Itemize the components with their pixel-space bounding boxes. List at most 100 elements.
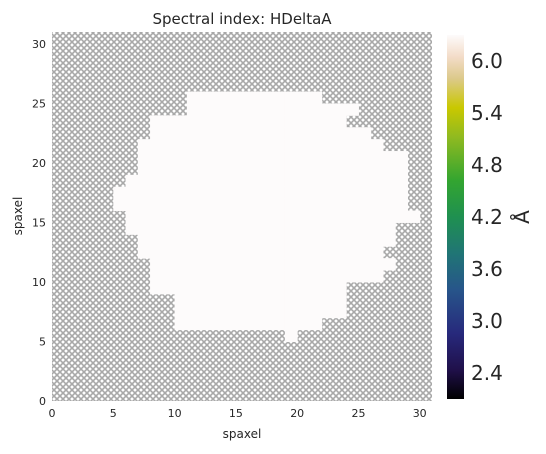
heatmap-cell <box>186 198 200 212</box>
heatmap-cell <box>199 222 212 235</box>
heatmap-cell <box>309 246 323 259</box>
heatmap-cell <box>150 151 163 164</box>
heatmap-cell <box>333 162 347 176</box>
heatmap-cell <box>248 174 261 188</box>
heatmap-cell <box>272 91 286 104</box>
heatmap-cell <box>211 139 225 152</box>
colorbar-label: Å <box>510 210 534 224</box>
heatmap-cell <box>174 139 188 152</box>
heatmap-cell <box>370 139 384 152</box>
heatmap-cell <box>248 222 261 235</box>
heatmap-cell <box>174 174 188 188</box>
heatmap-cell <box>162 139 176 152</box>
heatmap-cell <box>260 151 274 164</box>
heatmap-cell <box>223 198 237 212</box>
heatmap-cell <box>260 222 274 235</box>
heatmap-cell <box>346 222 359 235</box>
heatmap-cell <box>174 127 188 140</box>
heatmap-cell <box>358 162 372 176</box>
heatmap-cell <box>358 258 372 271</box>
heatmap-cell <box>199 139 212 152</box>
heatmap-cell <box>150 198 163 212</box>
heatmap-cell <box>297 151 310 164</box>
y-tick-label: 20 <box>32 157 46 170</box>
heatmap-cell <box>248 293 261 307</box>
heatmap-cell <box>297 258 310 271</box>
heatmap-cell <box>174 222 188 235</box>
heatmap-cell <box>284 139 298 152</box>
heatmap-cell <box>223 162 237 176</box>
heatmap-cell <box>150 127 163 140</box>
heatmap-cell <box>297 139 310 152</box>
heatmap-cell <box>235 174 249 188</box>
heatmap-cell <box>382 186 396 200</box>
heatmap-cell <box>235 139 249 152</box>
heatmap-cell <box>333 305 347 319</box>
heatmap-cell <box>186 151 200 164</box>
heatmap-cell <box>199 234 212 247</box>
heatmap-cell <box>370 270 384 283</box>
heatmap-cell <box>174 186 188 200</box>
heatmap-cell <box>199 305 212 319</box>
heatmap-cell <box>309 91 323 104</box>
heatmap-cell <box>248 91 261 104</box>
heatmap-cell <box>248 234 261 247</box>
heatmap-cell <box>199 127 212 140</box>
heatmap-cell <box>395 198 408 212</box>
heatmap-cell <box>260 91 274 104</box>
heatmap-cell <box>199 281 212 295</box>
heatmap-cell <box>186 234 200 247</box>
heatmap-cell <box>297 234 310 247</box>
heatmap-cell <box>125 174 139 188</box>
heatmap-cell <box>309 222 323 235</box>
heatmap-cell <box>162 246 176 259</box>
heatmap-cell <box>199 115 212 128</box>
colorbar-ticks: 2.4 3.0 3.6 4.2 4.8 5.4 6.0 <box>471 49 503 385</box>
heatmap-cell <box>297 281 310 295</box>
heatmap-cell <box>248 139 261 152</box>
heatmap-cell <box>235 293 249 307</box>
heatmap-cell <box>162 210 176 223</box>
heatmap-cell <box>248 270 261 283</box>
heatmap-cell <box>272 127 286 140</box>
heatmap-cell <box>174 151 188 164</box>
heatmap-cell <box>321 210 335 223</box>
heatmap-cell <box>309 186 323 200</box>
heatmap-cell <box>186 222 200 235</box>
heatmap-cell <box>260 246 274 259</box>
heatmap-cell <box>174 210 188 223</box>
heatmap-cell <box>284 317 298 331</box>
heatmap-cell <box>309 293 323 307</box>
heatmap-cell <box>174 270 188 283</box>
heatmap-cell <box>211 151 225 164</box>
heatmap-cell <box>333 293 347 307</box>
heatmap-cell <box>346 174 359 188</box>
colorbar-tick-label: 3.6 <box>471 257 503 281</box>
heatmap-cell <box>150 234 163 247</box>
heatmap-cell <box>150 139 163 152</box>
heatmap-cell <box>248 281 261 295</box>
x-tick-label: 5 <box>110 407 117 420</box>
heatmap-cell <box>137 162 151 176</box>
heatmap-cell <box>186 305 200 319</box>
heatmap-cell <box>248 305 261 319</box>
heatmap-cell <box>137 222 151 235</box>
heatmap-cell <box>125 198 139 212</box>
heatmap-cell <box>211 103 225 116</box>
heatmap-cell <box>235 162 249 176</box>
x-tick-label: 0 <box>49 407 56 420</box>
heatmap-cell <box>346 127 359 140</box>
heatmap-cell <box>150 246 163 259</box>
heatmap-cell <box>395 151 408 164</box>
heatmap-cell <box>382 162 396 176</box>
heatmap-cell <box>223 270 237 283</box>
heatmap-cell <box>346 198 359 212</box>
heatmap-cell <box>284 91 298 104</box>
heatmap-cell <box>186 270 200 283</box>
heatmap-cell <box>370 246 384 259</box>
heatmap-cell <box>162 127 176 140</box>
heatmap-cell <box>235 270 249 283</box>
heatmap-cell <box>199 162 212 176</box>
heatmap-cell <box>223 305 237 319</box>
heatmap-cell <box>333 186 347 200</box>
